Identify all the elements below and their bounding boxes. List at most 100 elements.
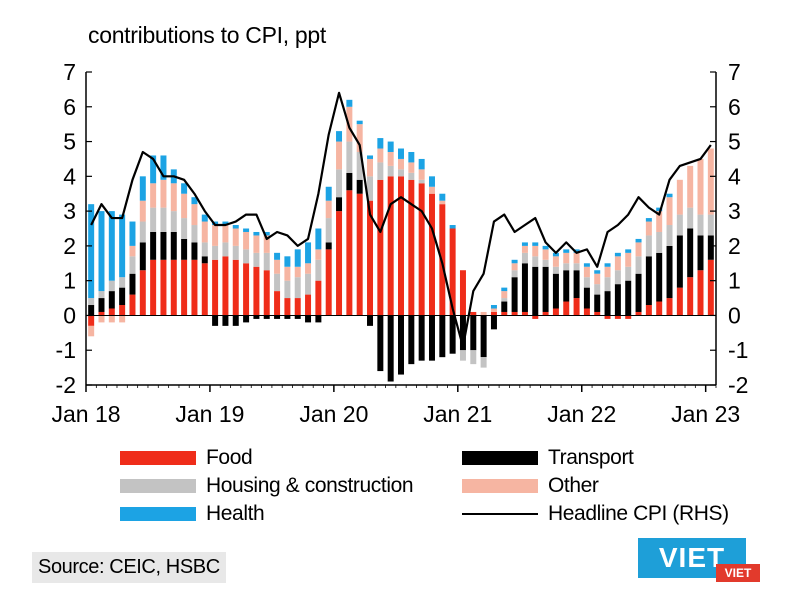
bar-health-2018-07 [150,155,157,184]
bar-health-2021-07 [521,242,528,246]
bar-housing-construction-2022-07 [645,235,652,257]
bar-housing-construction-2018-05 [129,256,136,274]
bar-health-2018-11 [191,197,198,205]
bar-health-2022-08 [656,207,663,212]
bar-other-2021-12 [573,252,580,264]
x-tick-label-jan-19: Jan 19 [175,401,244,427]
legend-swatch-transport [462,451,538,465]
bar-transport-2019-11 [315,315,322,323]
bar-transport-2019-10 [305,315,312,323]
bar-housing-construction-2019-01 [212,245,219,260]
right-tick-label-5: 5 [728,129,741,155]
bar-health-2022-03 [604,263,611,267]
bar-food-2021-01 [459,270,466,316]
bar-health-2019-11 [315,228,322,250]
bar-other-2021-11 [563,252,570,264]
bar-food-2019-04 [243,263,250,316]
right-tick-label-2: 2 [728,233,741,259]
bar-other-2020-08 [408,162,415,173]
bar-housing-construction-2018-06 [139,221,146,243]
bar-housing-construction-2022-05 [625,266,632,281]
bar-health-2020-01 [336,131,343,142]
bar-transport-2019-02 [222,315,229,326]
right-tick-label-6: 6 [728,94,741,120]
logo-tag: VIET [716,564,760,582]
bar-transport-2019-09 [294,315,301,319]
bar-health-2018-05 [129,221,136,246]
bar-other-2019-04 [243,231,250,250]
bar-health-2018-12 [201,214,208,222]
bar-housing-construction-2022-09 [666,225,673,246]
bar-other-2020-05 [377,148,384,163]
bar-housing-construction-2020-05 [377,162,384,180]
bar-other-2018-02 [98,315,105,323]
bar-housing-construction-2021-02 [470,350,477,365]
x-tick-label-jan-23: Jan 23 [671,401,740,427]
left-tick-label-1: 1 [63,268,76,294]
bar-housing-construction-2019-02 [222,242,229,257]
bar-health-2020-10 [428,176,435,187]
bar-food-2018-07 [150,259,157,316]
bar-transport-2020-02 [346,172,353,191]
legend-item-other: Other [462,474,599,498]
bar-transport-2021-01 [459,315,466,351]
legend-label-housing: Housing & construction [206,474,414,497]
left-tick-label-0: 0 [63,302,76,328]
bar-transport-2021-05 [501,301,508,312]
right-tick-label--1: -1 [728,337,748,363]
x-tick-label-jan-20: Jan 20 [299,401,368,427]
bar-housing-construction-2019-07 [274,273,281,292]
bar-transport-2020-08 [408,315,415,365]
bar-transport-2019-01 [212,315,219,326]
bar-health-2019-10 [305,242,312,264]
bar-transport-2018-12 [201,256,208,264]
legend-swatch-other [462,479,538,493]
bar-housing-construction-2022-10 [676,214,683,236]
bar-food-2022-12 [697,270,704,316]
legend-item-headline: Headline CPI (RHS) [462,502,729,526]
bar-food-2022-04 [614,315,621,319]
bar-food-2021-09 [542,311,549,316]
bar-housing-construction-2021-08 [532,256,539,267]
bar-health-2022-05 [625,249,632,253]
bar-health-2021-12 [573,249,580,253]
bar-food-2020-05 [377,179,384,316]
legend-item-housing: Housing & construction [120,474,414,498]
bar-other-2021-06 [511,263,518,271]
bar-other-2022-10 [676,179,683,215]
bar-housing-construction-2019-06 [263,252,270,271]
bar-health-2020-04 [367,155,374,159]
axes-layer: -2 -2 -1 -1 0 0 1 1 2 2 3 3 4 4 5 5 6 6 7 7 Jan 18 Jan 19 Jan … [51,59,748,427]
line-layer [90,91,712,348]
bar-other-2019-10 [305,263,312,274]
bar-housing-construction-2022-06 [635,256,642,274]
bar-food-2020-08 [408,179,415,316]
bar-other-2022-01 [583,266,590,278]
legend-label-health: Health [206,502,265,525]
bar-transport-2021-08 [532,266,539,316]
legend-swatch-housing [120,479,196,493]
bar-housing-construction-2022-12 [697,214,704,236]
right-tick-label--2: -2 [728,372,748,398]
bar-food-2020-03 [356,193,363,316]
bar-other-2018-12 [201,221,208,243]
bar-transport-2020-01 [336,197,343,212]
bar-health-2022-09 [666,193,673,198]
bar-health-2021-05 [501,287,508,292]
bar-health-2018-01 [88,204,95,299]
bar-other-2020-04 [367,158,374,177]
bar-health-2021-11 [563,249,570,253]
bar-food-2018-09 [170,259,177,316]
bar-food-2019-05 [253,266,260,316]
bar-health-2021-09 [542,245,549,250]
bar-transport-2018-10 [181,238,188,260]
bar-housing-construction-2019-03 [232,245,239,260]
x-tick-label-jan-21: Jan 21 [423,401,492,427]
bar-health-2020-07 [398,148,404,159]
legend-swatch-health [120,507,196,521]
bar-housing-construction-2018-03 [108,280,115,292]
bar-food-2023-01 [707,259,714,316]
bar-other-2022-09 [666,197,673,226]
bar-health-2019-08 [284,256,291,267]
